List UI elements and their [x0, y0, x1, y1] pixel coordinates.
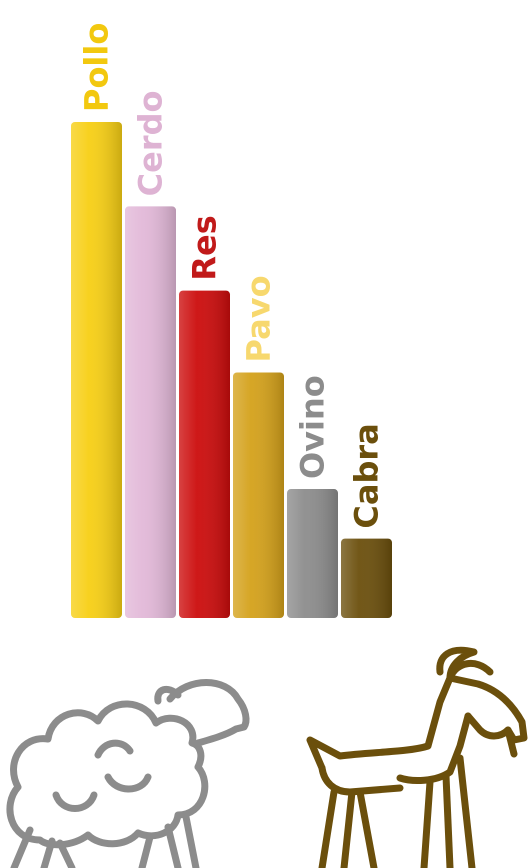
bar-label-ovino: Ovino — [294, 375, 332, 479]
bar-shading — [125, 206, 176, 618]
bar-label-pavo: Pavo — [240, 275, 278, 362]
bar-shading — [233, 372, 284, 618]
goat-icon — [306, 646, 528, 868]
bar-shading — [341, 538, 392, 618]
bar-shading — [287, 489, 338, 618]
bar-label-cabra: Cabra — [348, 423, 386, 528]
bar-shading — [71, 122, 122, 618]
bar-label-pollo: Pollo — [78, 23, 116, 112]
bar-chart: Pollo Cerdo Res Pavo Ovino Cabra — [71, 23, 392, 618]
sheep-icon — [6, 679, 250, 868]
bar-shading — [179, 290, 230, 618]
bar-label-res: Res — [186, 215, 224, 280]
bar-label-cerdo: Cerdo — [132, 90, 170, 196]
